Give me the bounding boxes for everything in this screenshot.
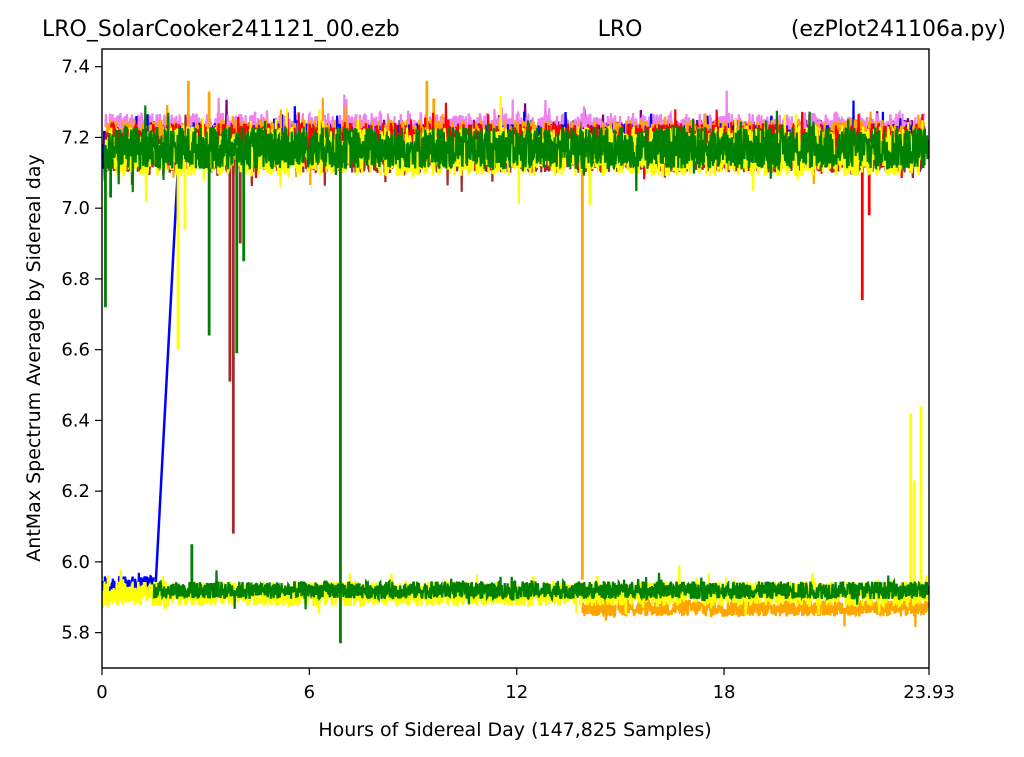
x-tick-label-1: 6 bbox=[304, 682, 315, 703]
y-tick-label-4: 6.6 bbox=[61, 340, 90, 361]
y-tick-label-1: 6.0 bbox=[61, 552, 90, 573]
y-axis-label: AntMax Spectrum Average by Sidereal day bbox=[23, 154, 45, 561]
series-7 bbox=[104, 105, 929, 644]
y-tick-label-6: 7.0 bbox=[61, 198, 90, 219]
x-tick-label-3: 18 bbox=[713, 682, 736, 703]
y-tick-label-2: 6.2 bbox=[61, 481, 90, 502]
x-axis: 0 6 12 18 23.93 bbox=[96, 668, 955, 703]
plot-frame bbox=[101, 48, 930, 669]
series-2-band-0 bbox=[102, 572, 155, 598]
header-left: LRO_SolarCooker241121_00.ezb bbox=[42, 17, 400, 42]
x-tick-label-0: 0 bbox=[96, 682, 107, 703]
y-axis: 5.8 6.0 6.2 6.4 6.6 6.8 7.0 7.2 7.4 bbox=[61, 57, 102, 644]
x-tick-label-2: 12 bbox=[505, 682, 528, 703]
y-tick-label-7: 7.2 bbox=[61, 127, 90, 148]
y-tick-label-5: 6.8 bbox=[61, 269, 90, 290]
y-tick-label-3: 6.4 bbox=[61, 410, 90, 431]
x-axis-label: Hours of Sidereal Day (147,825 Samples) bbox=[318, 719, 711, 741]
y-tick-label-8: 7.4 bbox=[61, 57, 90, 78]
series-2-line-0 bbox=[154, 165, 180, 587]
x-tick-label-4: 23.93 bbox=[903, 682, 955, 703]
series-layer bbox=[102, 80, 929, 644]
series-7-band-0 bbox=[104, 105, 929, 193]
header-center: LRO bbox=[598, 17, 643, 42]
series-7-band-1 bbox=[152, 570, 929, 610]
y-tick-label-0: 5.8 bbox=[61, 623, 90, 644]
header-right: (ezPlot241106a.py) bbox=[791, 17, 1006, 42]
